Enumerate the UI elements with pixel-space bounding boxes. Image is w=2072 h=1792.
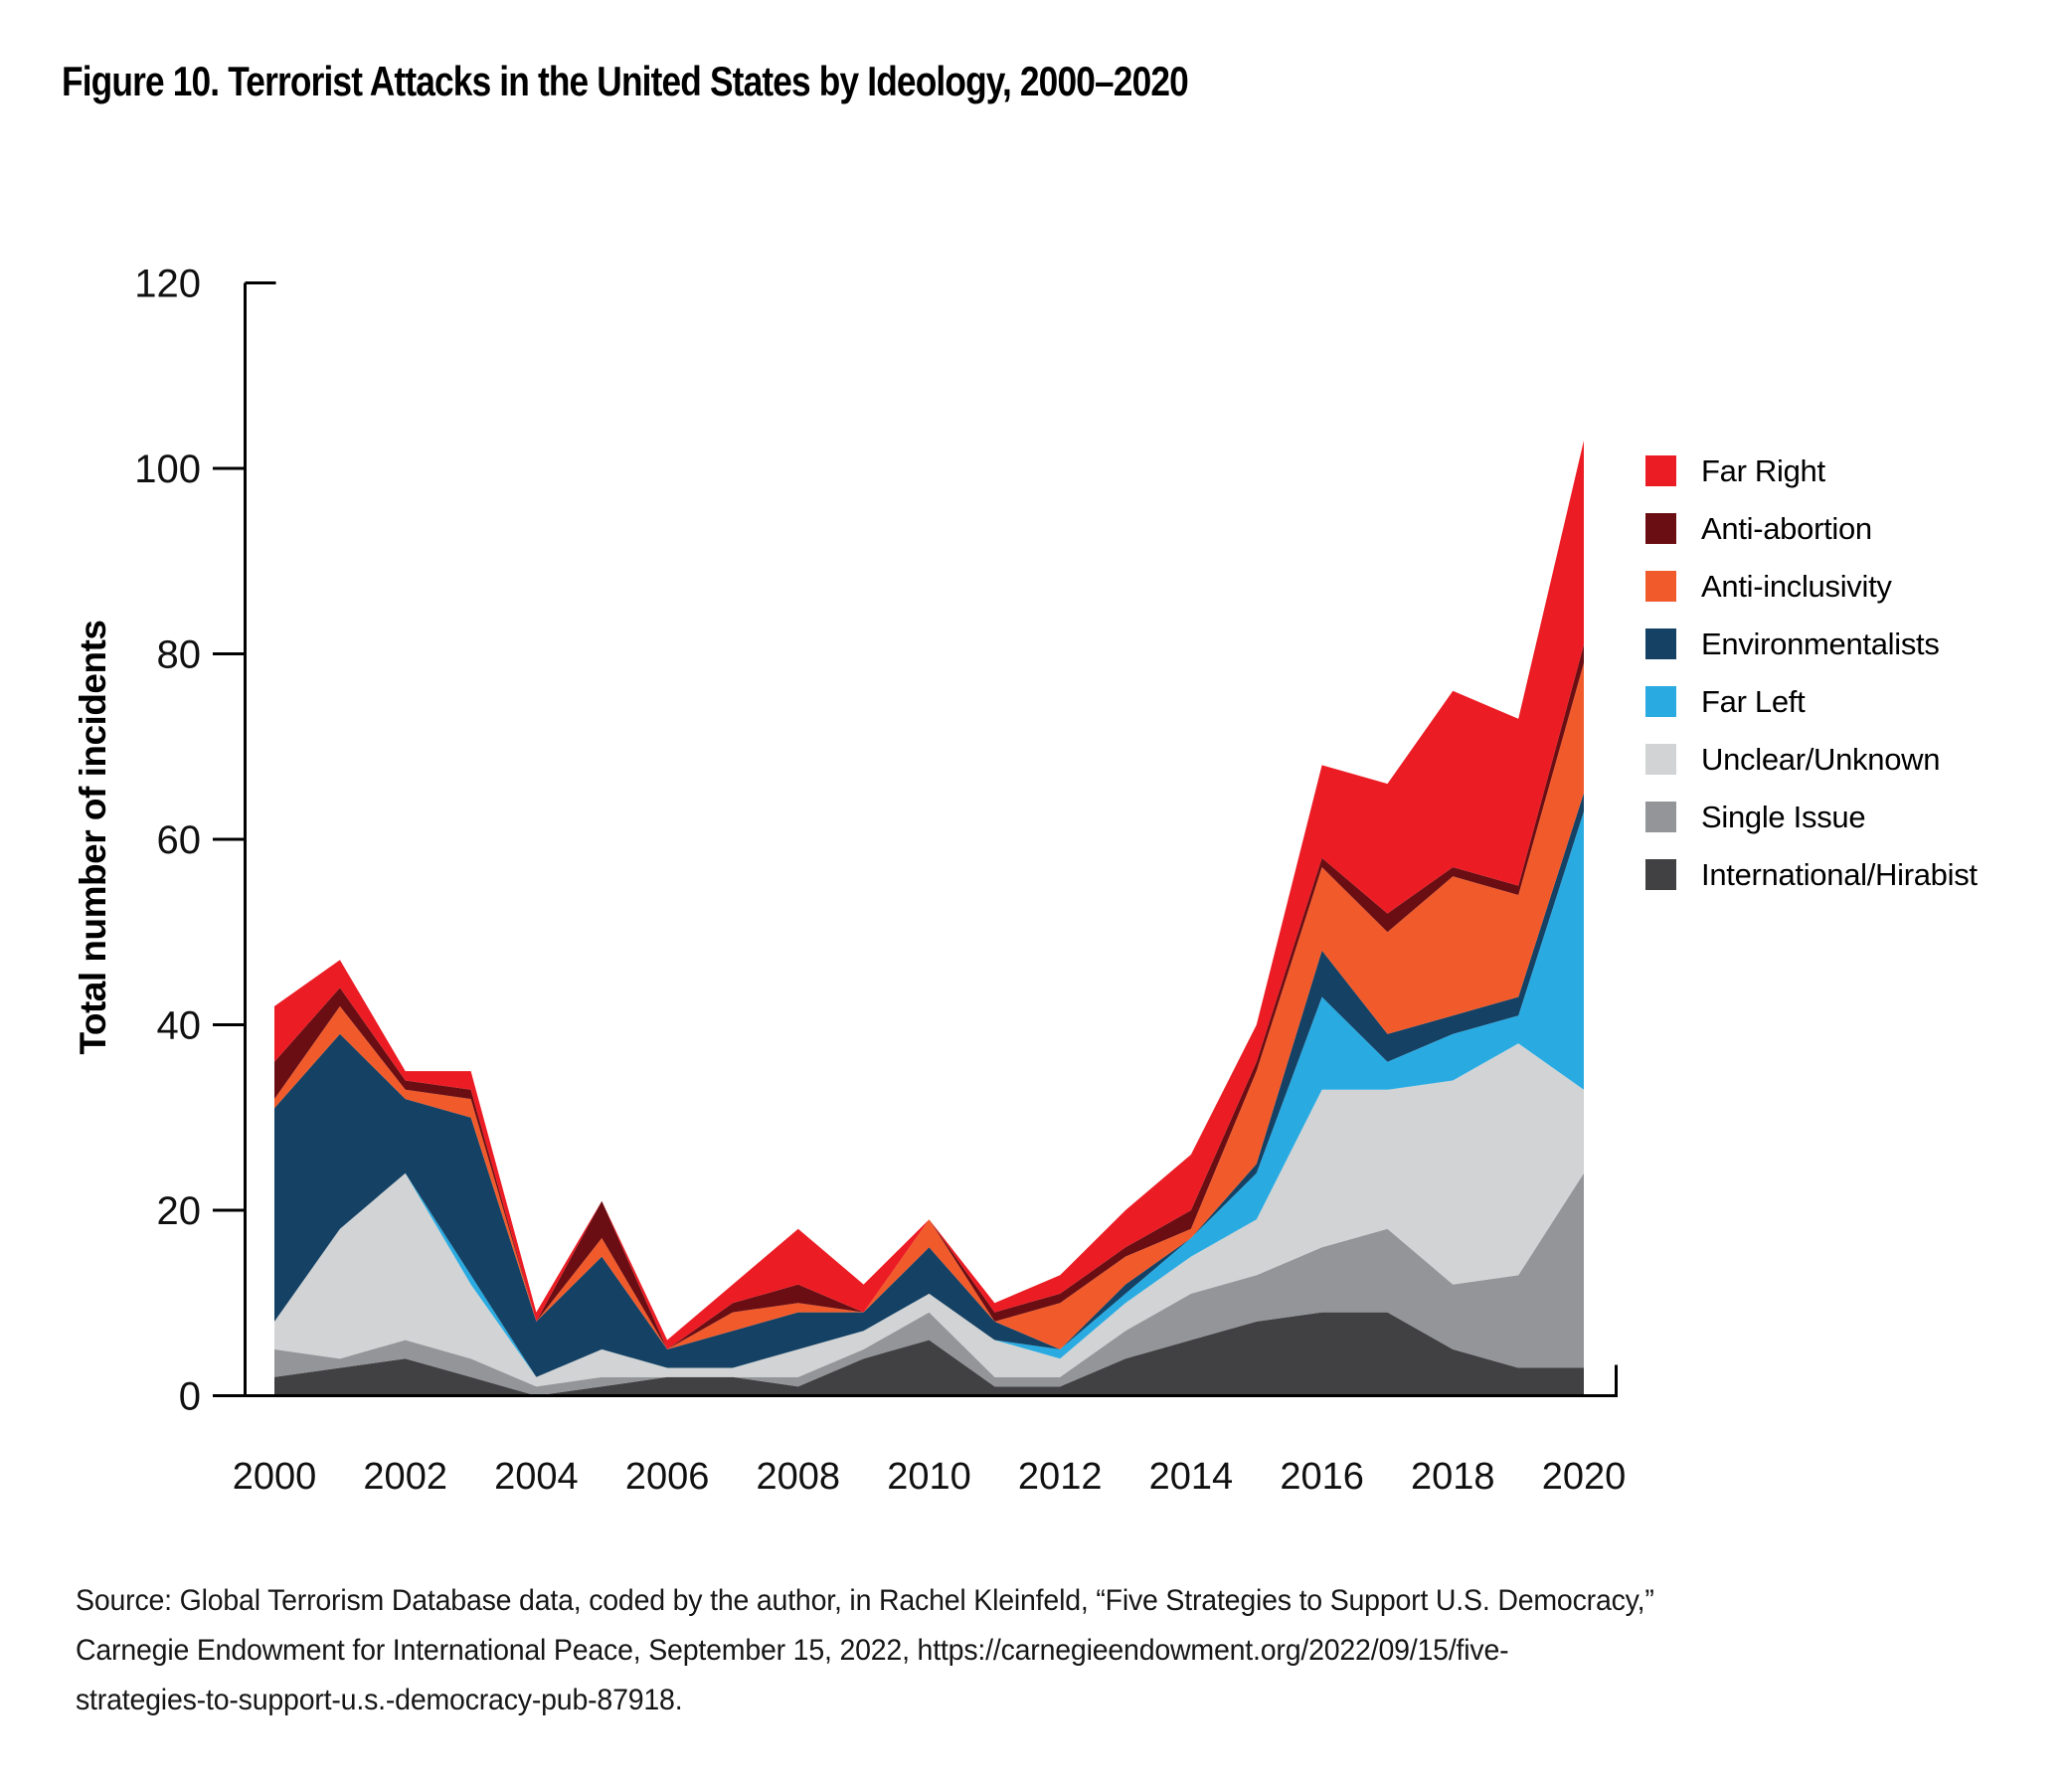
- y-tick-label: 120: [134, 263, 201, 306]
- legend-swatch-anti-abortion: [1645, 513, 1676, 544]
- chart-legend: Far Right Anti-abortion Anti-inclusivity En…: [1645, 452, 1978, 892]
- legend-item-far-right: Far Right: [1645, 452, 1978, 488]
- legend-label: Far Left: [1701, 683, 1806, 719]
- x-tick-label: 2008: [757, 1456, 841, 1498]
- legend-label: Far Right: [1701, 452, 1825, 488]
- y-tick-label: 60: [157, 818, 202, 862]
- x-tick-label: 2000: [233, 1456, 317, 1498]
- y-tick-label: 0: [179, 1375, 201, 1419]
- area-international-hirabist: [274, 1312, 1584, 1396]
- source-line: Carnegie Endowment for International Pea…: [76, 1634, 1509, 1667]
- y-axis-title: Total number of incidents: [73, 621, 113, 1055]
- legend-item-international-hirabist: International/Hirabist: [1645, 856, 1978, 892]
- area-single-issue: [274, 1172, 1584, 1396]
- x-tick-label: 2018: [1411, 1456, 1495, 1498]
- legend-item-environmentalists: Environmentalists: [1645, 626, 1978, 661]
- legend-swatch-single-issue: [1645, 802, 1676, 832]
- x-tick-label: 2004: [494, 1456, 579, 1498]
- x-tick-label: 2014: [1149, 1456, 1234, 1498]
- legend-item-anti-inclusivity: Anti-inclusivity: [1645, 568, 1978, 604]
- x-tick-label: 2012: [1018, 1456, 1103, 1498]
- page-title: Figure 10. Terrorist Attacks in the Unit…: [62, 58, 1189, 104]
- legend-label: Anti-inclusivity: [1701, 568, 1892, 604]
- source-line: Source: Global Terrorism Database data, …: [76, 1584, 1654, 1617]
- legend-item-unclear-unknown: Unclear/Unknown: [1645, 741, 1978, 777]
- x-tick-label: 2010: [887, 1456, 971, 1498]
- x-tick-label: 2006: [625, 1456, 710, 1498]
- source-note: Source: Global Terrorism Database data, …: [76, 1576, 1654, 1725]
- y-tick-label: 100: [134, 448, 201, 491]
- legend-label: Single Issue: [1701, 799, 1866, 834]
- chart-tick-labels: 0 20 40 60 80 100 120 2000 2002 2004 2006 2008 2010 2…: [134, 263, 1626, 1499]
- area-environmentalists: [274, 793, 1584, 1377]
- legend-swatch-environmentalists: [1645, 628, 1676, 659]
- area-unclear-unknown: [274, 1043, 1584, 1387]
- x-tick-label: 2020: [1542, 1456, 1627, 1498]
- legend-swatch-far-right: [1645, 455, 1676, 486]
- y-tick-label: 80: [157, 633, 202, 677]
- legend-swatch-anti-inclusivity: [1645, 571, 1676, 602]
- legend-label: Anti-abortion: [1701, 510, 1872, 546]
- legend-swatch-unclear-unknown: [1645, 744, 1676, 775]
- y-tick-label: 40: [157, 1004, 202, 1048]
- x-tick-label: 2016: [1280, 1456, 1364, 1498]
- legend-item-single-issue: Single Issue: [1645, 799, 1978, 834]
- legend-item-anti-abortion: Anti-abortion: [1645, 510, 1978, 546]
- y-tick-label: 20: [157, 1189, 202, 1233]
- x-tick-label: 2002: [363, 1456, 447, 1498]
- legend-item-far-left: Far Left: [1645, 683, 1978, 719]
- legend-label: Unclear/Unknown: [1701, 741, 1941, 777]
- chart-areas: [274, 441, 1584, 1396]
- source-line: strategies-to-support-u.s.-democracy-pub…: [76, 1684, 683, 1716]
- chart-axes: [213, 281, 1618, 1397]
- legend-label: International/Hirabist: [1701, 856, 1978, 892]
- legend-swatch-far-left: [1645, 686, 1676, 717]
- legend-swatch-international-hirabist: [1645, 859, 1676, 890]
- legend-label: Environmentalists: [1701, 626, 1940, 661]
